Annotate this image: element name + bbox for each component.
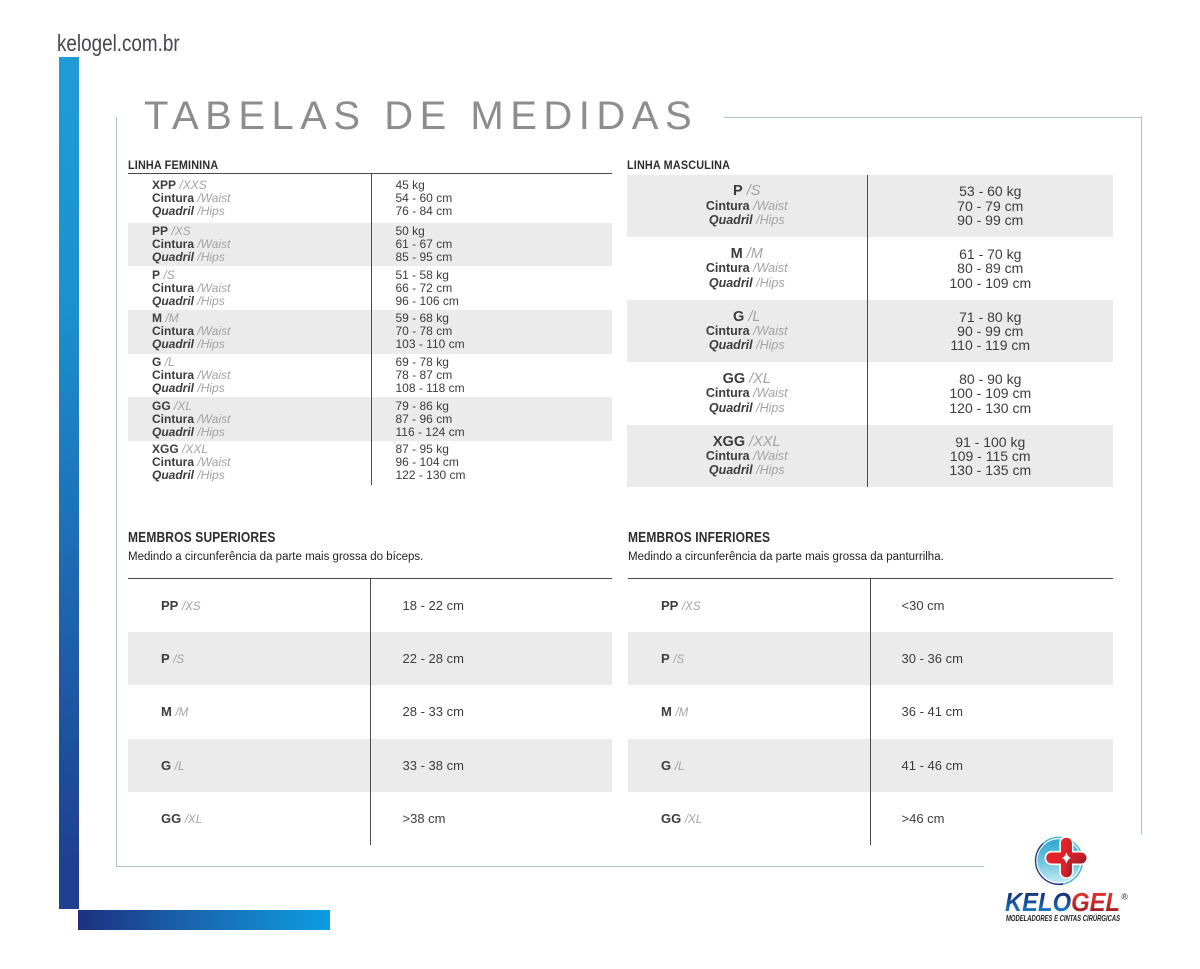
svg-text:MODELADORES E CINTAS CIRÚRGICA: MODELADORES E CINTAS CIRÚRGICAS <box>1006 914 1120 923</box>
svg-text:®: ® <box>1122 892 1129 902</box>
svg-text:KELOGEL: KELOGEL <box>1005 887 1120 917</box>
